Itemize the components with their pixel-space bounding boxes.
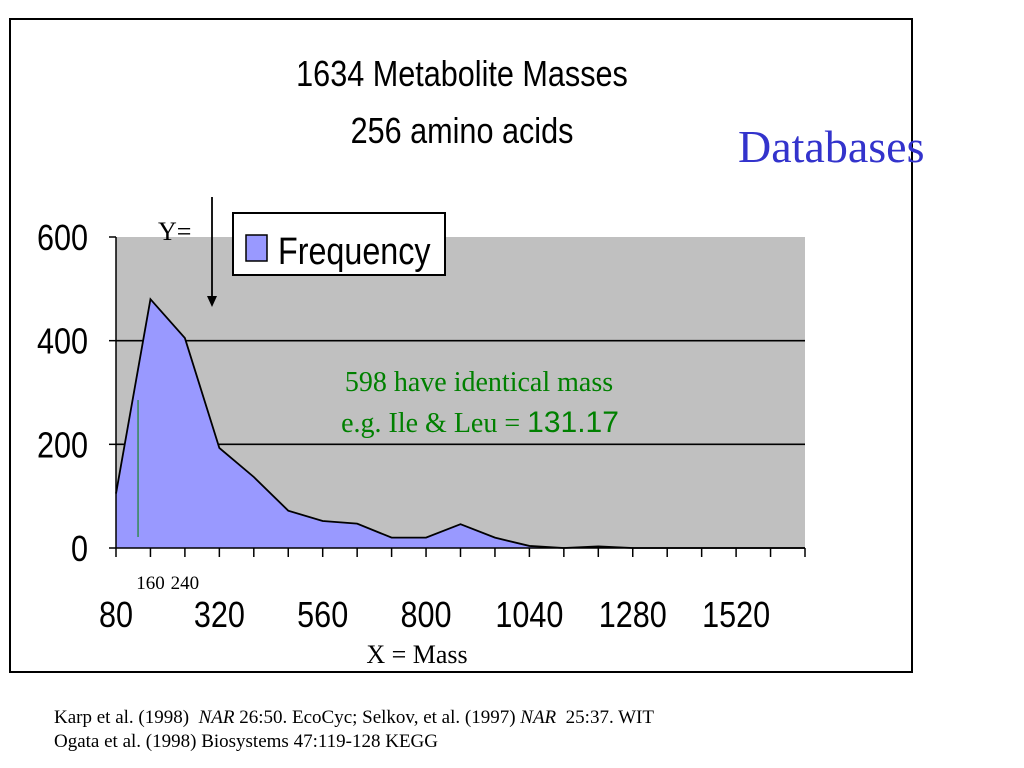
citation-journal: NAR (520, 707, 557, 728)
x-tick-label: 1280 (599, 596, 667, 636)
citation-part: 26:50. EcoCyc; Selkov, et al. (1997) (234, 707, 521, 728)
y-marker-label: Y= (158, 217, 191, 246)
annotation-line-2-text: e.g. Ile & Leu = (341, 408, 527, 439)
y-tick-label: 200 (37, 426, 88, 466)
x-tick-label: 1520 (702, 596, 770, 636)
citation-part: 25:37. WIT (556, 707, 654, 728)
legend-label: Frequency (278, 231, 431, 273)
y-tick-label: 400 (37, 322, 88, 362)
x-tick-label: 80 (99, 596, 133, 636)
annotation-line-2-value: 131.17 (527, 406, 619, 439)
chart-title: 1634 Metabolite Masses (296, 53, 628, 94)
annotation-line-1: 598 have identical mass (345, 367, 613, 398)
x-tick-label: 320 (194, 596, 245, 636)
citation-line-2: Ogata et al. (1998) Biosystems 47:119-12… (54, 731, 438, 752)
x-minor-label: 240 (171, 573, 200, 594)
legend-box (232, 212, 446, 276)
y-tick-label: 600 (37, 219, 88, 259)
x-minor-label: 160 (136, 573, 165, 594)
annotation-line-2: e.g. Ile & Leu = 131.17 (341, 406, 619, 439)
chart-subtitle: 256 amino acids (350, 110, 574, 151)
x-tick-label: 560 (297, 596, 348, 636)
citation-journal: NAR (198, 707, 235, 728)
x-tick-label: 1040 (495, 596, 563, 636)
slide-heading: Databases (738, 121, 925, 172)
x-axis-label: X = Mass (366, 640, 467, 669)
x-tick-label: 800 (401, 596, 452, 636)
y-marker-arrow-head (207, 296, 217, 307)
legend-swatch (245, 234, 268, 262)
citation: Karp et al. (1998) NAR 26:50. EcoCyc; Se… (54, 706, 654, 754)
citation-part: Karp et al. (1998) (54, 707, 199, 728)
citation-line-1: Karp et al. (1998) NAR 26:50. EcoCyc; Se… (54, 706, 654, 730)
y-tick-label: 0 (71, 530, 88, 570)
series-area-frequency (116, 299, 805, 548)
